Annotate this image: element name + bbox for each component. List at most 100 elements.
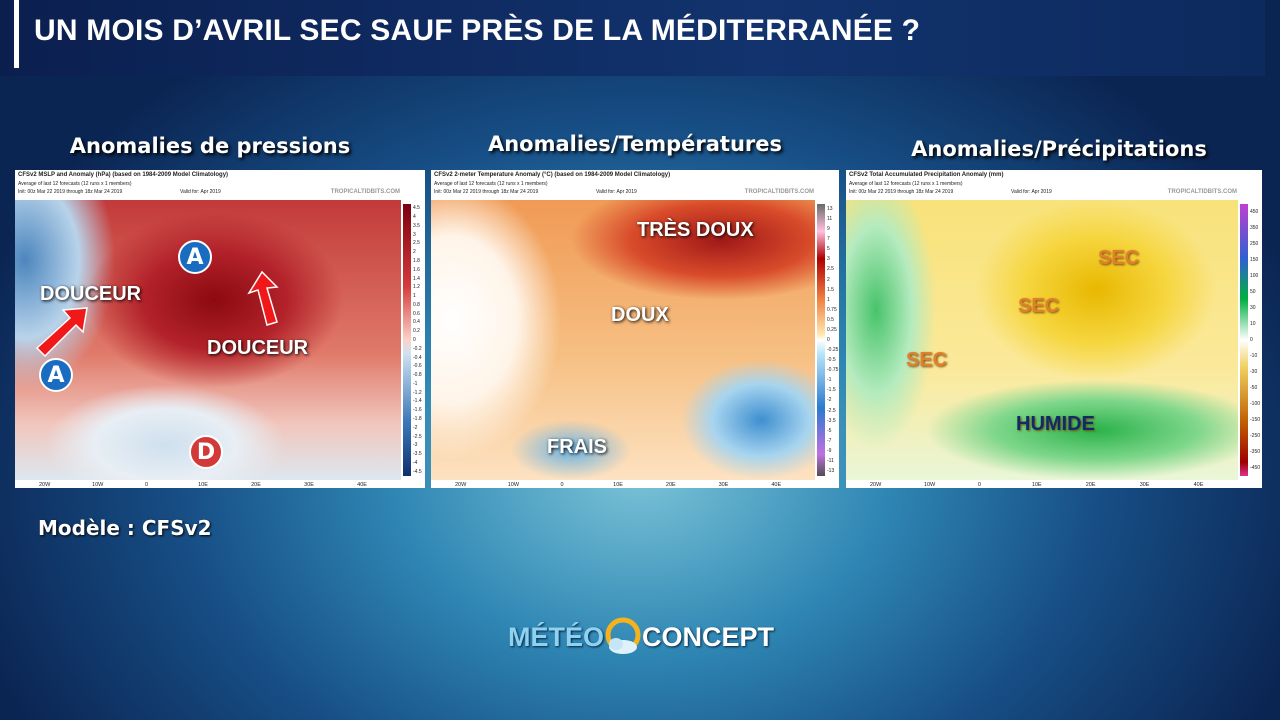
colorbar-label: -0.2 bbox=[413, 345, 422, 352]
logo-icon bbox=[605, 617, 641, 654]
map-title: CFSv2 2-meter Temperature Anomaly (°C) (… bbox=[434, 172, 671, 178]
colorbar-label: -30 bbox=[1250, 369, 1258, 375]
longitude-label: 10W bbox=[923, 482, 936, 488]
colorbar-label: 1 bbox=[413, 293, 416, 300]
colorbar-label: 5 bbox=[827, 246, 830, 253]
panel-title: Anomalies/Températures bbox=[487, 132, 783, 156]
map-subtitle: Average of last 12 forecasts (12 runs x … bbox=[18, 181, 132, 187]
map-title: CFSv2 MSLP and Anomaly (hPa) (based on 1… bbox=[18, 172, 229, 178]
colorbar-label: 3 bbox=[413, 231, 416, 238]
pressure-symbol: D bbox=[189, 435, 223, 469]
colorbar-label: 0.6 bbox=[413, 310, 420, 317]
colorbar-label: 350 bbox=[1250, 225, 1259, 231]
longitude-label: 40E bbox=[357, 482, 367, 488]
longitude-label: 20E bbox=[1085, 482, 1096, 488]
panel-title: Anomalies de pressions bbox=[69, 134, 351, 158]
longitude-label: 20E bbox=[251, 482, 261, 488]
map-valid: Valid for: Apr 2019 bbox=[1011, 189, 1052, 195]
colorbar-label: 4 bbox=[413, 214, 416, 221]
map-subtitle: Average of last 12 forecasts (12 runs x … bbox=[849, 181, 963, 187]
colorbar-label: -1.5 bbox=[827, 387, 836, 394]
colorbar-label: -5 bbox=[827, 427, 832, 434]
longitude-label: 40E bbox=[771, 482, 782, 488]
map-annotation: SEC bbox=[1098, 247, 1140, 269]
map-title: CFSv2 Total Accumulated Precipitation An… bbox=[849, 172, 1004, 178]
colorbar-label: -3.5 bbox=[827, 417, 836, 424]
map-annotation: TRÈS DOUX bbox=[637, 219, 754, 241]
colorbar-label: -10 bbox=[1250, 353, 1258, 359]
colorbar-label: -4 bbox=[413, 459, 418, 466]
map-valid: Valid for: Apr 2019 bbox=[180, 189, 221, 195]
colorbar-label: -13 bbox=[827, 467, 835, 474]
colorbar-label: -1 bbox=[827, 377, 832, 384]
colorbar-label: 2.5 bbox=[827, 266, 834, 273]
colorbar bbox=[1240, 204, 1248, 476]
colorbar-label: 1.6 bbox=[413, 266, 420, 273]
colorbar-label: -0.5 bbox=[827, 357, 836, 364]
longitude-label: 20W bbox=[39, 482, 51, 488]
longitude-label: 10E bbox=[613, 482, 623, 488]
colorbar-label: -0.75 bbox=[827, 367, 839, 374]
map-image bbox=[431, 200, 815, 480]
colorbar-label: 450 bbox=[1250, 209, 1259, 215]
map-annotation: FRAIS bbox=[547, 436, 607, 458]
colorbar-label: 9 bbox=[827, 226, 830, 233]
colorbar-label: 1 bbox=[827, 296, 830, 303]
logo-left: MÉTÉO bbox=[508, 621, 605, 652]
colorbar-label: 0.2 bbox=[413, 328, 420, 335]
colorbar-label: 13 bbox=[827, 206, 833, 213]
colorbar-label: 0.25 bbox=[827, 326, 837, 333]
colorbar-label: -450 bbox=[1250, 465, 1261, 471]
arrow bbox=[247, 270, 279, 326]
colorbar-label: 11 bbox=[827, 216, 833, 223]
longitude-label: 10W bbox=[507, 482, 520, 488]
map-panel: CFSv2 MSLP and Anomaly (hPa) (based on 1… bbox=[15, 170, 425, 488]
longitude-label: 10E bbox=[1031, 482, 1042, 488]
colorbar-label: 0.8 bbox=[413, 301, 420, 308]
colorbar-label: 7 bbox=[827, 236, 830, 243]
longitude-label: 0 bbox=[145, 482, 149, 488]
colorbar-label: -4.5 bbox=[413, 468, 422, 475]
title: UN MOIS D’AVRIL SEC SAUF PRÈS DE LA MÉDI… bbox=[34, 14, 921, 47]
colorbar-label: 2 bbox=[413, 249, 416, 256]
colorbar-label: -1.2 bbox=[413, 389, 422, 396]
colorbar-label: -50 bbox=[1250, 385, 1258, 391]
colorbar-label: 150 bbox=[1250, 257, 1259, 263]
arrows bbox=[35, 270, 279, 358]
colorbar-label: -1.8 bbox=[413, 415, 422, 422]
colorbar bbox=[817, 204, 825, 476]
colorbar-label: -0.8 bbox=[413, 372, 422, 379]
longitude-label: 10E bbox=[198, 482, 208, 488]
colorbar bbox=[403, 204, 411, 476]
map-annotation: DOUCEUR bbox=[40, 283, 142, 305]
map-init: Init: 00z Mar 22 2019 through 18z Mar 24… bbox=[849, 189, 954, 195]
colorbar-label: 50 bbox=[1250, 289, 1256, 295]
logo-right: CONCEPT bbox=[642, 621, 775, 652]
colorbar-label: 0.5 bbox=[827, 316, 834, 323]
colorbar-label: 1.4 bbox=[413, 275, 420, 282]
longitude-label: 20W bbox=[870, 482, 882, 488]
map-panel: CFSv2 2-meter Temperature Anomaly (°C) (… bbox=[431, 170, 839, 488]
longitude-label: 10W bbox=[92, 482, 104, 488]
longitude-label: 30E bbox=[718, 482, 729, 488]
colorbar-label: 1.8 bbox=[413, 258, 420, 265]
colorbar-label: -1.6 bbox=[413, 407, 422, 414]
pressure-symbol: A bbox=[39, 358, 73, 392]
logo: MÉTÉO CONCEPT bbox=[508, 614, 774, 660]
colorbar-label: 0.75 bbox=[827, 306, 837, 313]
title-accent bbox=[14, 0, 19, 68]
colorbar-label: -250 bbox=[1250, 433, 1261, 439]
longitude-label: 0 bbox=[560, 482, 564, 488]
colorbar-label: -3 bbox=[413, 442, 418, 449]
colorbar-label: 1.5 bbox=[827, 286, 834, 293]
colorbar-label: 4.5 bbox=[413, 205, 420, 212]
map-source: TROPICALTIDBITS.COM bbox=[330, 189, 400, 195]
colorbar-label: -1.4 bbox=[413, 398, 422, 405]
colorbar-label: -2 bbox=[827, 397, 832, 404]
colorbar-label: -11 bbox=[827, 457, 834, 464]
colorbar-label: 3 bbox=[827, 256, 830, 263]
colorbar-label: -7 bbox=[827, 437, 832, 444]
model-label: Modèle : CFSv2 bbox=[38, 516, 212, 540]
map-panel: CFSv2 Total Accumulated Precipitation An… bbox=[846, 170, 1262, 488]
